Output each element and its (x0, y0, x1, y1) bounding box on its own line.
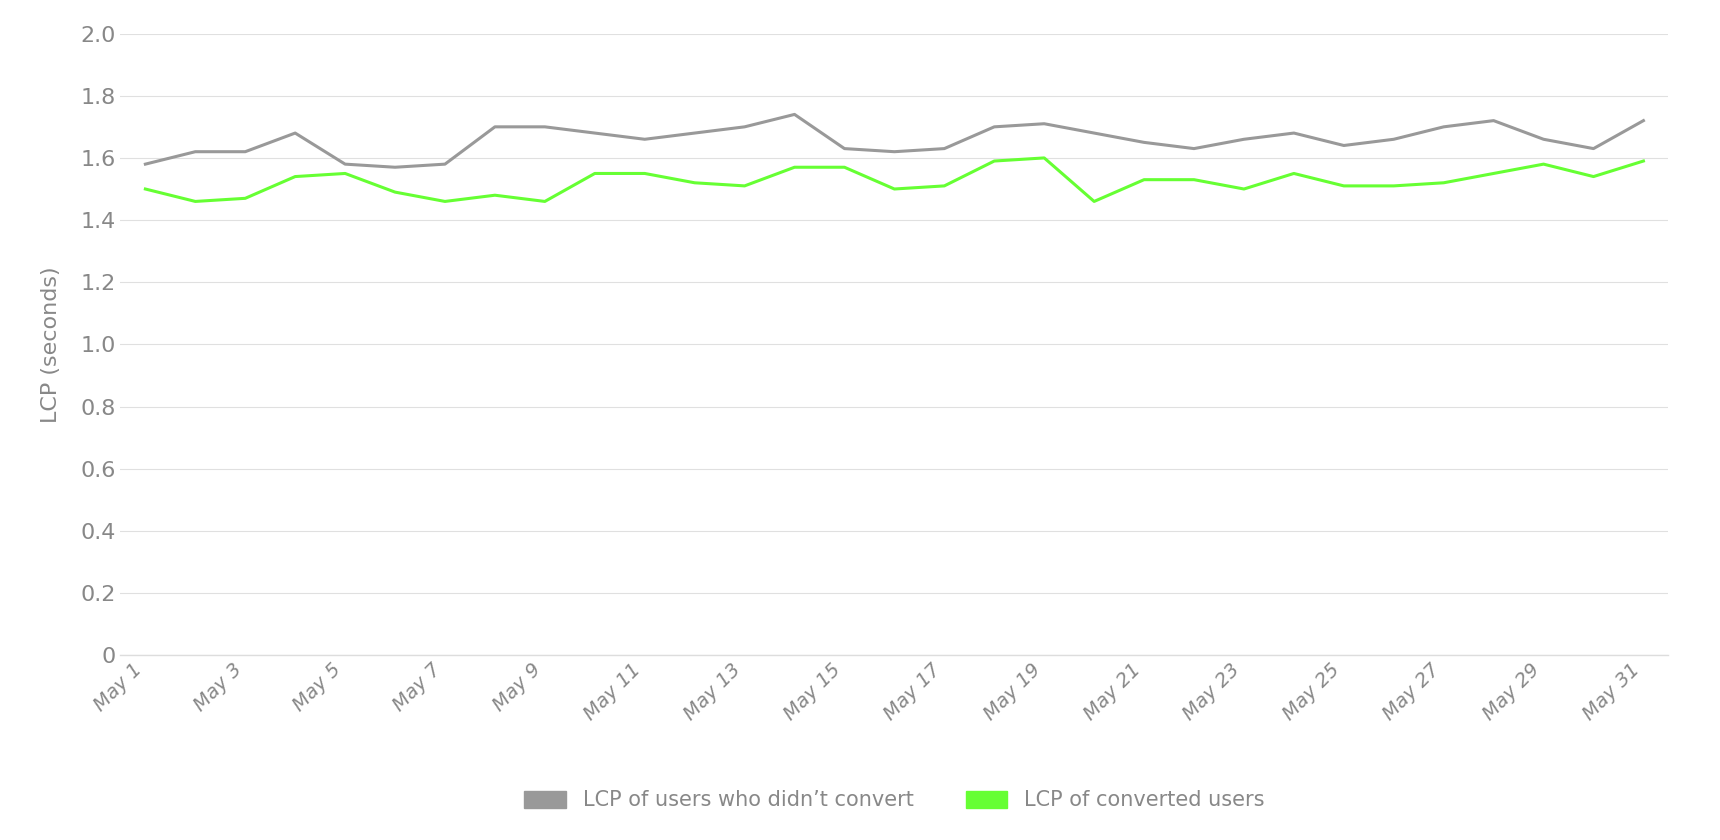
LCP of converted users (136, 184, 157, 194)
LCP of users who didn’t convert (1632, 116, 1653, 126)
LCP of users who didn’t convert (934, 144, 955, 154)
LCP of converted users (236, 193, 256, 203)
LCP of converted users (1333, 181, 1354, 191)
LCP of users who didn’t convert (734, 122, 755, 132)
LCP of users who didn’t convert (1333, 140, 1354, 150)
LCP of converted users (984, 156, 1004, 166)
LCP of users who didn’t convert (435, 159, 456, 169)
LCP of users who didn’t convert (834, 144, 855, 154)
LCP of converted users (1632, 156, 1653, 166)
LCP of converted users (335, 168, 356, 179)
LCP of users who didn’t convert (635, 134, 655, 144)
LCP of converted users (485, 190, 506, 200)
LCP of users who didn’t convert (335, 159, 356, 169)
LCP of converted users (1433, 178, 1453, 188)
LCP of converted users (1283, 168, 1304, 179)
LCP of users who didn’t convert (1084, 128, 1104, 138)
LCP of users who didn’t convert (385, 162, 406, 172)
LCP of users who didn’t convert (186, 147, 206, 157)
LCP of converted users (934, 181, 955, 191)
LCP of converted users (734, 181, 755, 191)
LCP of converted users (585, 168, 605, 179)
LCP of converted users (535, 197, 556, 207)
LCP of converted users (286, 171, 306, 181)
Line: LCP of users who didn’t convert: LCP of users who didn’t convert (146, 114, 1643, 167)
LCP of users who didn’t convert (1383, 134, 1404, 144)
LCP of users who didn’t convert (685, 128, 705, 138)
LCP of users who didn’t convert (585, 128, 605, 138)
LCP of converted users (1133, 175, 1154, 185)
LCP of converted users (1483, 168, 1503, 179)
LCP of converted users (186, 197, 206, 207)
LCP of converted users (635, 168, 655, 179)
LCP of users who didn’t convert (1133, 138, 1154, 148)
LCP of users who didn’t convert (1233, 134, 1254, 144)
LCP of converted users (385, 187, 406, 197)
LCP of converted users (435, 197, 456, 207)
LCP of users who didn’t convert (1533, 134, 1553, 144)
LCP of users who didn’t convert (984, 122, 1004, 132)
LCP of converted users (1183, 175, 1204, 185)
LCP of converted users (685, 178, 705, 188)
LCP of users who didn’t convert (1483, 116, 1503, 126)
LCP of users who didn’t convert (136, 159, 157, 169)
LCP of converted users (834, 162, 855, 172)
LCP of converted users (1582, 171, 1603, 181)
LCP of users who didn’t convert (884, 147, 905, 157)
LCP of users who didn’t convert (1433, 122, 1453, 132)
LCP of converted users (1533, 159, 1553, 169)
LCP of users who didn’t convert (236, 147, 256, 157)
LCP of users who didn’t convert (1034, 118, 1054, 129)
LCP of converted users (1084, 197, 1104, 207)
LCP of users who didn’t convert (1582, 144, 1603, 154)
LCP of converted users (784, 162, 805, 172)
Line: LCP of converted users: LCP of converted users (146, 158, 1643, 202)
LCP of users who didn’t convert (1283, 128, 1304, 138)
LCP of converted users (1383, 181, 1404, 191)
Y-axis label: LCP (seconds): LCP (seconds) (41, 266, 60, 423)
LCP of users who didn’t convert (1183, 144, 1204, 154)
LCP of users who didn’t convert (535, 122, 556, 132)
LCP of converted users (884, 184, 905, 194)
LCP of converted users (1233, 184, 1254, 194)
LCP of users who didn’t convert (784, 109, 805, 119)
LCP of users who didn’t convert (485, 122, 506, 132)
LCP of users who didn’t convert (286, 128, 306, 138)
LCP of converted users (1034, 153, 1054, 163)
Legend: LCP of users who didn’t convert, LCP of converted users: LCP of users who didn’t convert, LCP of … (516, 782, 1273, 819)
